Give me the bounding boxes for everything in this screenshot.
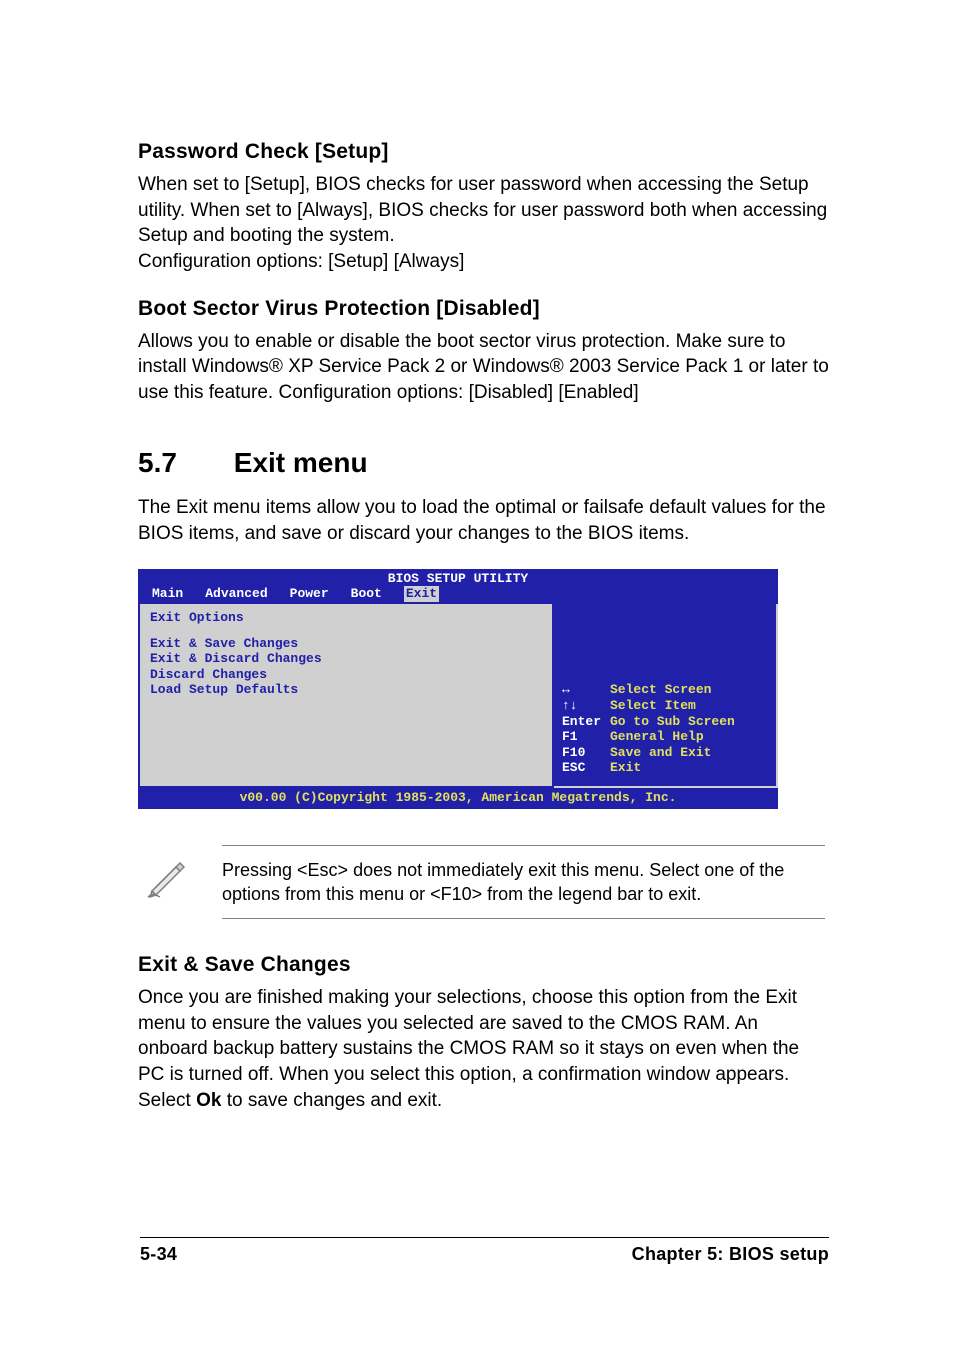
bios-header: BIOS SETUP UTILITY Main Advanced Power B… (138, 569, 778, 604)
legend-row: ↑↓Select Item (562, 698, 768, 714)
bios-tabs: Main Advanced Power Boot Exit (138, 586, 778, 602)
body-boot-sector: Allows you to enable or disable the boot… (138, 329, 829, 406)
chapter-number: 5.7 (138, 447, 226, 479)
bios-tab-exit: Exit (404, 586, 439, 602)
bios-screenshot: BIOS SETUP UTILITY Main Advanced Power B… (138, 569, 778, 809)
note-text: Pressing <Esc> does not immediately exit… (222, 858, 825, 907)
body-exit-save-post: to save changes and exit. (221, 1090, 442, 1111)
legend-key: ESC (562, 760, 610, 776)
bios-right-panel: ↔Select Screen ↑↓Select Item EnterGo to … (554, 604, 778, 788)
chapter-intro: The Exit menu items allow you to load th… (138, 495, 829, 546)
bios-left-panel: Exit Options Exit & Save Changes Exit & … (138, 604, 554, 788)
bios-footer: v00.00 (C)Copyright 1985-2003, American … (138, 788, 778, 809)
heading-exit-save: Exit & Save Changes (138, 953, 829, 977)
bios-body: Exit Options Exit & Save Changes Exit & … (138, 604, 778, 788)
legend-key: F10 (562, 745, 610, 761)
note-text-wrap: Pressing <Esc> does not immediately exit… (222, 845, 825, 920)
bios-legend: ↔Select Screen ↑↓Select Item EnterGo to … (562, 682, 768, 776)
bios-tab-advanced: Advanced (205, 586, 267, 602)
note-icon-cell (138, 845, 198, 899)
legend-action: Go to Sub Screen (610, 714, 735, 730)
heading-password-check: Password Check [Setup] (138, 140, 829, 164)
bios-group-title: Exit Options (150, 610, 542, 626)
legend-action: Save and Exit (610, 745, 711, 761)
bios-tab-main: Main (152, 586, 183, 602)
legend-row: F1General Help (562, 729, 768, 745)
legend-action: Exit (610, 760, 641, 776)
legend-row: F10Save and Exit (562, 745, 768, 761)
heading-boot-sector: Boot Sector Virus Protection [Disabled] (138, 297, 829, 321)
note-block: Pressing <Esc> does not immediately exit… (138, 845, 829, 920)
body-exit-save: Once you are finished making your select… (138, 985, 829, 1113)
legend-action: Select Item (610, 698, 696, 714)
legend-key: Enter (562, 714, 610, 730)
bios-option: Exit & Discard Changes (150, 651, 542, 667)
bios-title: BIOS SETUP UTILITY (138, 571, 778, 587)
body-exit-save-bold: Ok (196, 1090, 221, 1111)
legend-action: General Help (610, 729, 704, 745)
legend-key: ↑↓ (562, 698, 610, 714)
legend-row: ESCExit (562, 760, 768, 776)
legend-key: ↔ (562, 682, 610, 698)
legend-row: ↔Select Screen (562, 682, 768, 698)
bios-tab-boot: Boot (351, 586, 382, 602)
bios-option: Exit & Save Changes (150, 636, 542, 652)
bios-tab-power: Power (290, 586, 329, 602)
chapter-title: Exit menu (234, 447, 368, 478)
chapter-label: Chapter 5: BIOS setup (632, 1244, 829, 1265)
pencil-icon (146, 855, 190, 899)
chapter-heading: 5.7 Exit menu (138, 447, 829, 479)
legend-action: Select Screen (610, 682, 711, 698)
body-password-check: When set to [Setup], BIOS checks for use… (138, 172, 829, 275)
legend-key: F1 (562, 729, 610, 745)
bios-option: Load Setup Defaults (150, 682, 542, 698)
page-number: 5-34 (140, 1244, 177, 1265)
page-footer: 5-34 Chapter 5: BIOS setup (140, 1237, 829, 1265)
bios-option: Discard Changes (150, 667, 542, 683)
legend-row: EnterGo to Sub Screen (562, 714, 768, 730)
